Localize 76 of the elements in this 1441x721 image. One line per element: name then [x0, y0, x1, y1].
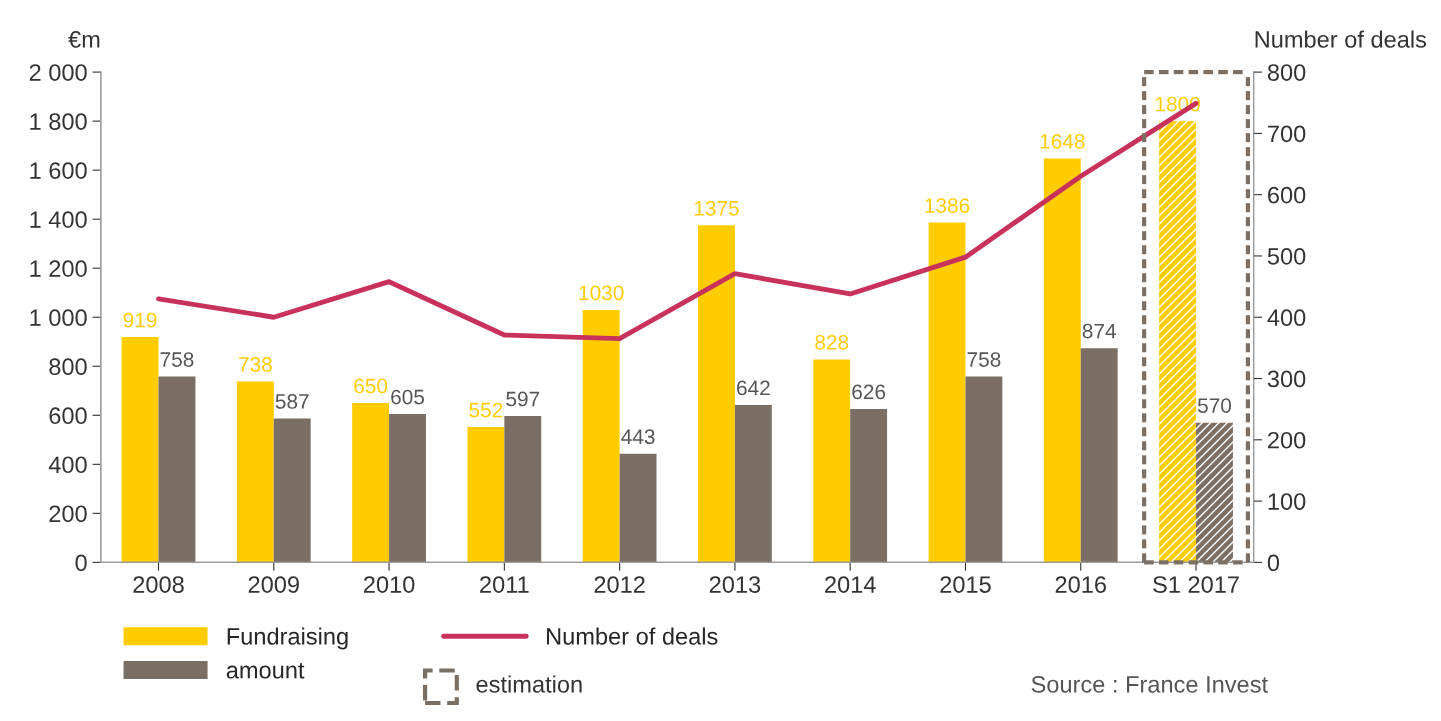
bar [158, 376, 196, 563]
y-tick-label: 0 [75, 554, 87, 572]
bar [389, 414, 426, 563]
bar [850, 408, 888, 563]
data-label: 758 [160, 352, 194, 367]
data-label: 605 [391, 389, 425, 405]
data-label: 1648 [1040, 133, 1085, 149]
x-tick-label: 2010 [364, 576, 415, 593]
y2-tick-label: 0 [1267, 554, 1280, 572]
bar [698, 225, 735, 563]
text: estimation [476, 675, 582, 693]
data-label: 650 [354, 378, 388, 394]
x-tick-label: 2008 [133, 576, 184, 593]
data-label: 1375 [694, 200, 739, 216]
bar [1043, 158, 1081, 563]
y-tick-label: 400 [48, 456, 87, 474]
bar [504, 416, 542, 563]
data-label: 587 [275, 394, 309, 409]
y2-tick-label: 300 [1267, 370, 1306, 388]
bar [352, 403, 390, 563]
data-label: 443 [621, 429, 655, 445]
y-tick-label: 1 400 [30, 211, 87, 228]
bar [1196, 422, 1233, 563]
source-note: Source : France Invest [1031, 676, 1268, 693]
y2-tick-label: 100 [1268, 493, 1306, 510]
y-tick-label: 200 [49, 505, 87, 523]
data-label: 642 [737, 380, 770, 396]
data-label: 738 [239, 357, 272, 372]
bar [965, 376, 1003, 563]
y-tick-label: 800 [49, 358, 87, 376]
bar [1159, 121, 1197, 563]
x-tick-label: 2011 [480, 576, 529, 593]
y2-tick-label: 400 [1267, 309, 1306, 327]
y2-tick-label: 200 [1268, 431, 1306, 449]
data-label: 1030 [579, 285, 624, 301]
y2-tick-label: 500 [1267, 248, 1306, 265]
bar [928, 222, 966, 563]
legend-label: amount [226, 663, 305, 679]
bar [236, 381, 274, 563]
x-tick-label: 2009 [248, 576, 299, 593]
y2-tick-label: 700 [1268, 125, 1306, 143]
bar [582, 309, 620, 563]
bar [1080, 348, 1118, 563]
y2-axis-title: Number of deals [1255, 30, 1427, 48]
bar [813, 359, 851, 563]
data-label: 597 [506, 391, 540, 407]
bar [467, 427, 505, 563]
data-label: 570 [1197, 398, 1232, 413]
y-tick-label: 1 800 [30, 113, 87, 130]
data-label: 1386 [925, 198, 970, 213]
y-tick-label: 1 000 [30, 309, 87, 327]
x-tick-label: 2015 [940, 576, 991, 593]
y-tick-label: 1 200 [30, 260, 87, 277]
y-tick-label: 1 600 [30, 162, 87, 179]
bar [734, 405, 772, 563]
legend-label: Number of deals [547, 627, 718, 645]
data-label: 552 [469, 402, 503, 418]
data-label: 874 [1082, 323, 1116, 339]
bar [273, 418, 311, 563]
y-tick-label: 600 [49, 407, 87, 425]
x-tick-label: 2013 [709, 576, 761, 593]
legend-label: Fundraising [227, 627, 348, 650]
x-tick-label: 2016 [1055, 576, 1106, 593]
x-tick-label: S1 2017 [1153, 576, 1239, 593]
y2-tick-label: 600 [1268, 186, 1306, 204]
data-label: 758 [967, 352, 1001, 367]
bar [121, 337, 159, 563]
data-label: 919 [123, 312, 157, 328]
x-tick-label: 2012 [594, 576, 645, 593]
bar [619, 453, 657, 563]
y-axis-title: €m [68, 31, 100, 48]
data-label: 828 [815, 334, 849, 350]
x-tick-label: 2014 [825, 576, 876, 593]
y2-tick-label: 800 [1267, 64, 1306, 81]
data-label: 626 [852, 384, 886, 400]
y-tick-label: 2 000 [29, 64, 87, 81]
